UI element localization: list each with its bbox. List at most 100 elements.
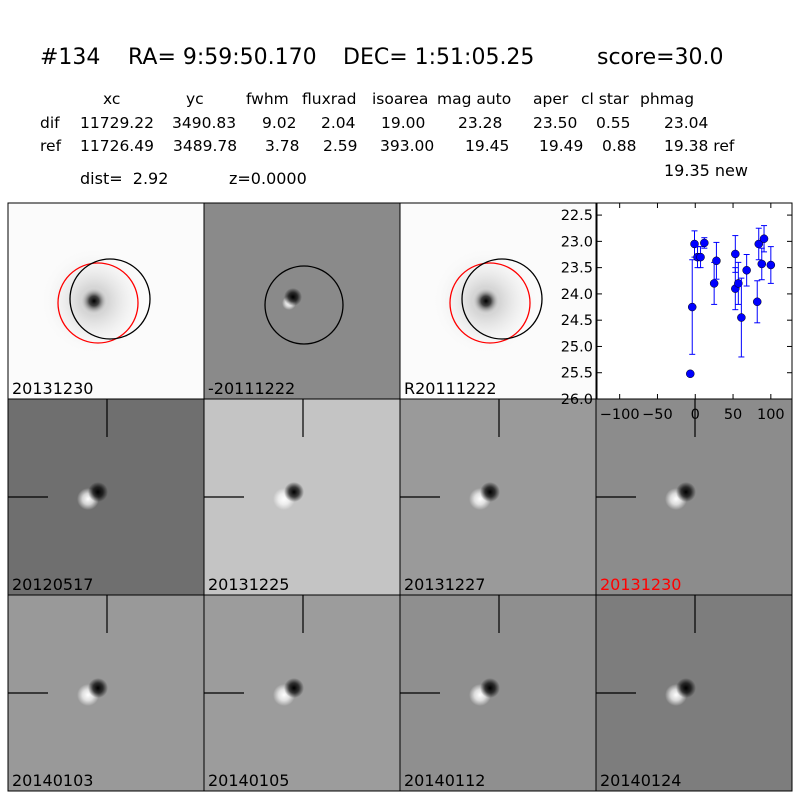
x-tick-label: 0 [691,407,700,423]
panel-label: 20131230 [600,575,681,594]
data-point [757,259,767,269]
cell: 2.04 [321,114,356,132]
cell: 19.00 [381,114,425,132]
data-point [759,234,769,243]
cell: 0.88 [602,137,637,155]
diff-black [88,678,108,698]
data-point [696,252,705,262]
panel-label: 20140124 [600,771,681,790]
new-phmag: 19.35 new [664,161,748,180]
panel-label: 20131225 [208,575,289,594]
image-panel: 20120517 [7,398,205,596]
data-point [731,249,740,259]
cell: 3.78 [265,137,300,155]
ra: RA= 9:59:50.170 [128,45,317,70]
score: score=30.0 [597,45,724,70]
data-point [690,239,699,249]
diff-black [284,288,302,306]
column-header: yc [186,90,204,108]
data-point [709,279,719,288]
cell: 9.02 [262,114,297,132]
data-point [734,279,743,288]
column-header: xc [103,90,120,108]
new-circle [69,258,151,340]
y-tick-label: 22.5 [561,208,593,224]
image-panel: 20131230 [595,398,793,596]
row-name: ref [40,137,62,155]
panel-label: 20131230 [12,379,93,398]
image-panel: 20140103 [7,594,205,792]
data-point [754,239,763,249]
data-point [752,297,762,307]
row-name: dif [40,114,60,132]
cell: 0.55 [596,114,631,132]
image-panel: 20131227 [399,398,597,596]
new-circle [264,265,344,345]
image-panel: 20131230 [7,202,205,400]
column-header: isoarea [372,90,428,108]
data-point [686,369,695,379]
cell: 11726.49 [80,137,154,155]
cell: 19.49 [539,137,583,155]
panel-label: R20111222 [404,379,497,398]
cell: 19.45 [465,137,509,155]
image-panel: 20131225 [203,398,401,596]
x-tick-label: 50 [724,407,742,423]
cell: 19.38 ref [664,137,735,155]
dist: dist= 2.92 [80,169,168,188]
cell: 393.00 [380,137,434,155]
dec: DEC= 1:51:05.25 [343,45,534,70]
diff-black [480,482,500,502]
data-point [766,260,776,270]
column-header: fluxrad [302,90,356,108]
redshift: z=0.0000 [229,169,307,188]
panel-frame [595,594,793,792]
y-tick-label: 23.5 [561,261,593,277]
source [472,287,500,315]
cell: 23.28 [458,114,502,132]
cell: 3489.78 [173,137,237,155]
image-panel: 20140112 [399,594,597,792]
panel-label: 20120517 [12,575,93,594]
image-panel: 20140105 [203,594,401,792]
diff-black [676,482,696,502]
ref-circle [57,262,139,344]
candidate-id: #134 [40,45,100,70]
ref-circle [449,262,531,344]
y-tick-label: 26.0 [561,392,593,408]
cell: 11729.22 [80,114,154,132]
panel-label: -20111222 [208,379,295,398]
y-tick-label: 24.5 [561,313,593,329]
data-point [742,266,751,275]
y-tick-label: 23.0 [561,234,593,250]
image-panel: R20111222 [399,202,597,400]
column-header: cl star [581,90,629,108]
cell: 23.04 [664,114,708,132]
image-panel: -20111222 [203,202,401,400]
column-header: mag auto [437,90,511,108]
x-tick-label: −50 [642,407,673,423]
data-point [687,302,697,312]
data-point [700,238,709,248]
diff-black [676,678,696,698]
diff-black [284,482,304,502]
diff-black [88,482,108,502]
source [80,287,108,315]
data-point [712,256,721,266]
panel-label: 20140105 [208,771,289,790]
panel-label: 20140112 [404,771,485,790]
image-panel: 20140124 [595,594,793,792]
cell: 3490.83 [172,114,236,132]
x-tick-label: 100 [757,407,785,423]
diff-black [284,678,304,698]
y-tick-label: 24.0 [561,287,593,303]
cell: 2.59 [323,137,358,155]
column-header: aper [533,90,569,108]
column-header: phmag [640,90,694,108]
panel-label: 20140103 [12,771,93,790]
data-point [737,313,746,322]
cell: 23.50 [533,114,577,132]
y-tick-label: 25.5 [561,366,593,382]
diff-black [480,678,500,698]
